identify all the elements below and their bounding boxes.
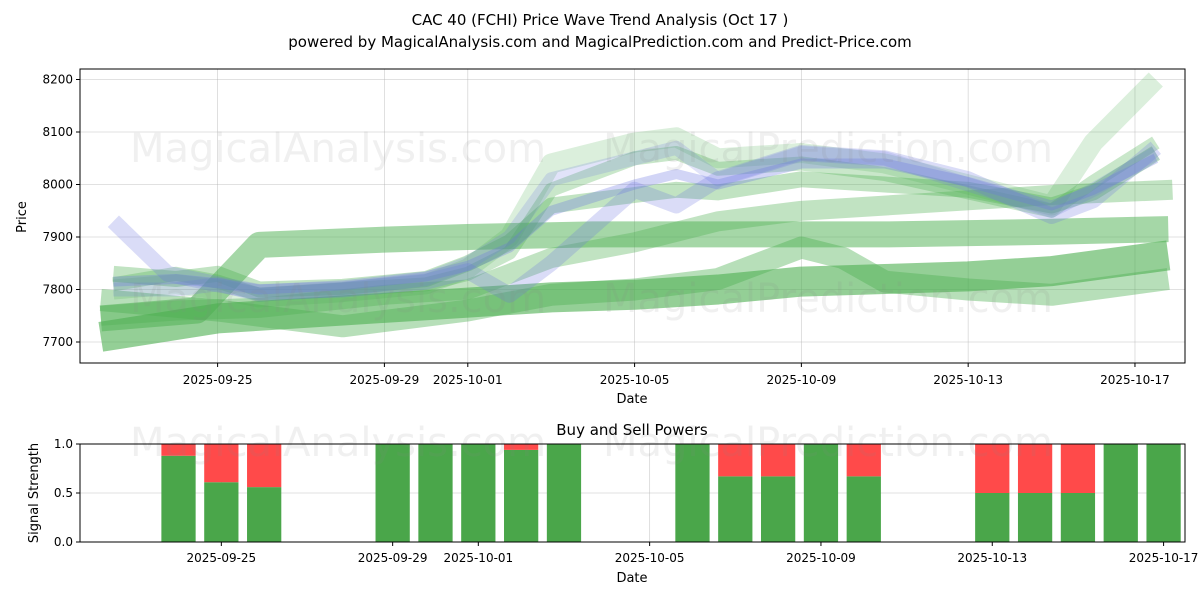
signal-x-tick-label: 2025-10-01 [443,551,513,565]
sell-bar [718,444,753,477]
signal-x-tick-label: 2025-10-05 [615,551,685,565]
chart-title-line2: powered by MagicalAnalysis.com and Magic… [288,33,912,51]
buy-bar [718,476,753,542]
chart-title-line1: CAC 40 (FCHI) Price Wave Trend Analysis … [412,11,789,29]
watermark-bottom-right: MagicalPrediction.com [603,420,1053,466]
buy-bar [1017,493,1053,542]
price-x-ticks: 2025-09-25 2025-09-29 2025-10-01 2025-10-05… [183,363,1170,387]
buy-bar [846,476,881,542]
signal-y-tick-label: 1.0 [54,437,73,451]
buy-bar [675,444,710,542]
watermark-mid-left: MagicalAnalysis.com [130,276,546,322]
wave-band-2 [99,216,1169,332]
signal-x-tick-label: 2025-10-13 [957,551,1027,565]
wave-band-10 [113,153,1159,295]
wave-band-4 [100,179,1173,326]
sell-bar [161,444,196,456]
price-y-tick-label: 7800 [42,283,73,297]
price-x-tick-label: 2025-09-25 [183,373,253,387]
price-x-tick-label: 2025-10-01 [433,373,503,387]
price-x-tick-label: 2025-10-05 [600,373,670,387]
sell-bar [247,444,282,488]
buy-bar [760,476,796,542]
signal-x-tick-label: 2025-10-09 [786,551,856,565]
signal-panel-title: Buy and Sell Powers [556,421,708,439]
watermark-bottom-left: MagicalAnalysis.com [130,420,546,466]
price-x-tick-label: 2025-10-09 [767,373,837,387]
price-y-axis-label: Price [15,201,30,233]
price-panel: MagicalAnalysis.com MagicalPrediction.co… [15,68,1186,407]
signal-x-tick-label: 2025-10-17 [1129,551,1199,565]
signal-x-tick-label: 2025-09-29 [358,551,428,565]
wave-band-6 [112,136,1160,302]
price-y-tick-label: 8200 [42,73,73,87]
buy-bar [204,482,239,542]
signal-y-axis-label: Signal Strength [27,443,42,543]
price-x-tick-label: 2025-10-17 [1100,373,1170,387]
sell-bar [760,444,796,477]
wave-band-1 [98,240,1171,352]
price-x-axis-label: Date [616,392,647,407]
sell-bar [204,444,239,483]
buy-bar [461,444,496,542]
signal-y-ticks: 0.0 0.5 1.0 [54,437,80,549]
price-wave-bands [98,72,1173,352]
watermark-top-right: MagicalPrediction.com [603,126,1053,172]
buy-bar [504,449,539,542]
buy-bar [803,444,839,542]
buy-bar [247,487,282,542]
buy-bar [1146,444,1181,542]
buy-bar [375,444,410,542]
wave-band-7 [112,72,1163,308]
buy-bar [1060,493,1096,542]
signal-x-tick-label: 2025-09-25 [186,551,256,565]
buy-bar [161,455,196,542]
watermark-mid-right: MagicalPrediction.com [603,276,1053,322]
sell-bar [846,444,881,477]
wave-band-3 [99,236,1170,338]
price-x-tick-label: 2025-10-13 [933,373,1003,387]
sell-bar [1017,444,1053,493]
buy-bar [1103,444,1138,542]
signal-panel: Buy and Sell Powers MagicalAnalysis.com … [27,420,1198,586]
sell-bar [975,444,1010,493]
price-x-tick-label: 2025-09-29 [350,373,420,387]
signal-x-ticks: 2025-09-25 2025-09-29 2025-10-01 2025-10-05… [186,542,1198,565]
wave-band-9 [113,140,1160,302]
sell-bar [504,444,539,450]
watermark-top-left: MagicalAnalysis.com [130,126,546,172]
price-y-tick-label: 7900 [42,230,73,244]
buy-bar [975,493,1010,542]
signal-x-axis-label: Date [616,571,647,586]
buy-bar [546,444,582,542]
signal-y-tick-label: 0.0 [54,535,73,549]
sell-bar [1060,444,1096,493]
price-y-tick-label: 8000 [42,178,73,192]
price-y-tick-label: 8100 [42,125,73,139]
signal-bars [161,444,1181,542]
wave-band-5 [112,146,1161,298]
wave-band-8 [107,141,1161,303]
signal-y-tick-label: 0.5 [54,486,73,500]
price-axes-frame [79,68,1186,364]
price-y-ticks: 7700 7800 7900 8000 8100 8200 [42,73,80,349]
buy-bar [418,444,453,542]
price-y-tick-label: 7700 [42,335,73,349]
